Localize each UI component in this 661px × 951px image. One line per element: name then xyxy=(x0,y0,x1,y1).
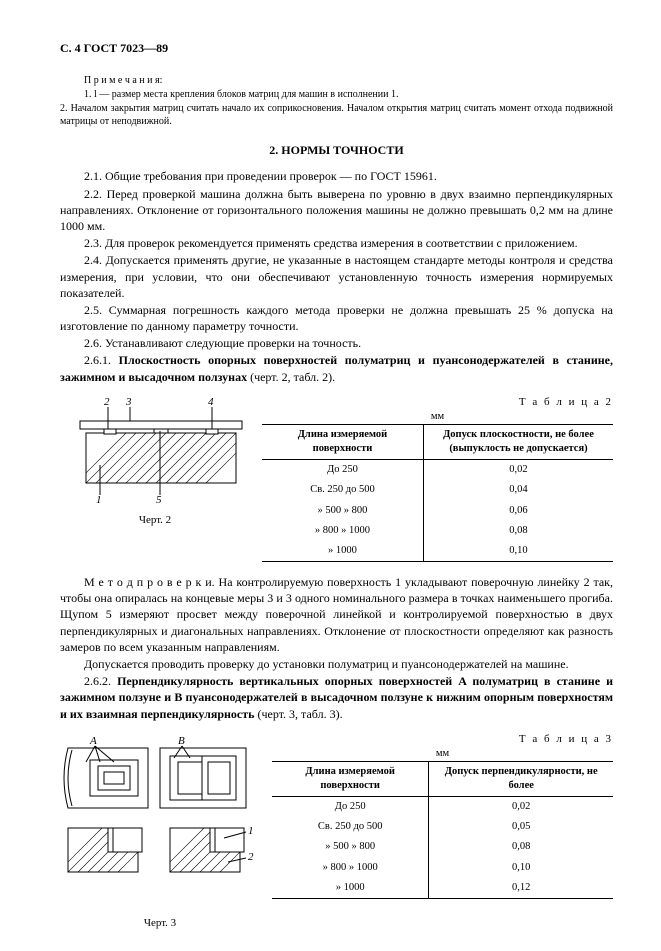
fig3-label-B: B xyxy=(178,735,185,747)
para-2-1: 2.1. Общие требования при проведении про… xyxy=(60,168,613,184)
table-row: Св. 250 до 5000,04 xyxy=(262,480,613,500)
table-2-h2: Допуск плоскостности, не более (выпуклос… xyxy=(423,424,613,459)
fig3-label-2: 2 xyxy=(248,851,254,863)
para-2-6-2-num: 2.6.2. xyxy=(84,674,117,688)
fig3-label-A: A xyxy=(89,735,97,747)
fig2-label-4: 4 xyxy=(208,396,214,408)
fig2-label-5: 5 xyxy=(156,494,162,505)
table-row: » 800 » 10000,08 xyxy=(262,521,613,541)
note-2: 2. Началом закрытия матриц считать начал… xyxy=(60,102,613,128)
fig2-label-1: 1 xyxy=(96,494,102,505)
fig2-label-3: 3 xyxy=(125,396,132,408)
para-2-6-2-tail: (черт. 3, табл. 3). xyxy=(255,707,343,721)
note-1: 1. l — размер места крепления блоков мат… xyxy=(60,88,613,101)
section-title: 2. НОРМЫ ТОЧНОСТИ xyxy=(60,142,613,158)
table-3-h1: Длина измеряемой поверхности xyxy=(272,761,429,796)
para-2-6-2: 2.6.2. Перпендикулярность вертикальных о… xyxy=(60,673,613,722)
para-2-5: 2.5. Суммарная погрешность каждого метод… xyxy=(60,302,613,334)
table-3-h2: Допуск перпендикулярности, не более xyxy=(429,761,613,796)
table-2-h1: Длина измеряемой поверхности xyxy=(262,424,423,459)
table-row: До 2500,02 xyxy=(272,797,613,818)
table-2-label: Т а б л и ц а 2 xyxy=(262,395,613,410)
para-2-6-1: 2.6.1. Плоскостность опорных поверхносте… xyxy=(60,352,613,384)
table-3-mm: мм xyxy=(272,747,613,761)
table-row: » 10000,10 xyxy=(262,541,613,562)
method-label: М е т о д п р о в е р к и. xyxy=(84,575,215,589)
para-2-6-1-num: 2.6.1. xyxy=(84,353,119,367)
para-2-6-1-tail: (черт. 2, табл. 2). xyxy=(247,370,335,384)
notes-title: П р и м е ч а н и я: xyxy=(60,74,613,87)
table-row: » 10000,12 xyxy=(272,878,613,899)
table-row: Св. 250 до 5000,05 xyxy=(272,817,613,837)
method-tail: Допускается проводить проверку до устано… xyxy=(60,656,613,672)
para-2-4: 2.4. Допускается применять другие, не ук… xyxy=(60,252,613,301)
fig2-label-2: 2 xyxy=(104,396,110,408)
para-2-6: 2.6. Устанавливают следующие проверки на… xyxy=(60,335,613,351)
figure-2-caption: Черт. 2 xyxy=(60,513,250,528)
figure-3: A B xyxy=(60,732,260,931)
table-2: Длина измеряемой поверхности Допуск плос… xyxy=(262,424,613,562)
table-row: До 2500,02 xyxy=(262,460,613,481)
table-3-label: Т а б л и ц а 3 xyxy=(272,732,613,747)
figure-2: 2 3 4 1 5 Черт. 2 xyxy=(60,395,250,528)
para-2-3: 2.3. Для проверок рекомендуется применят… xyxy=(60,235,613,251)
table-row: » 800 » 10000,10 xyxy=(272,858,613,878)
para-2-2: 2.2. Перед проверкой машина должна быть … xyxy=(60,186,613,235)
table-2-mm: мм xyxy=(262,410,613,424)
fig3-label-1: 1 xyxy=(248,825,254,837)
para-2-6-1-bold: Плоскостность опорных поверхностей полум… xyxy=(60,353,613,383)
table-3: Длина измеряемой поверхности Допуск перп… xyxy=(272,761,613,899)
table-row: » 500 » 8000,06 xyxy=(262,501,613,521)
figure-3-caption: Черт. 3 xyxy=(60,916,260,931)
method-para: М е т о д п р о в е р к и. На контролиру… xyxy=(60,574,613,655)
page-header: С. 4 ГОСТ 7023—89 xyxy=(60,40,613,56)
table-row: » 500 » 8000,08 xyxy=(272,837,613,857)
